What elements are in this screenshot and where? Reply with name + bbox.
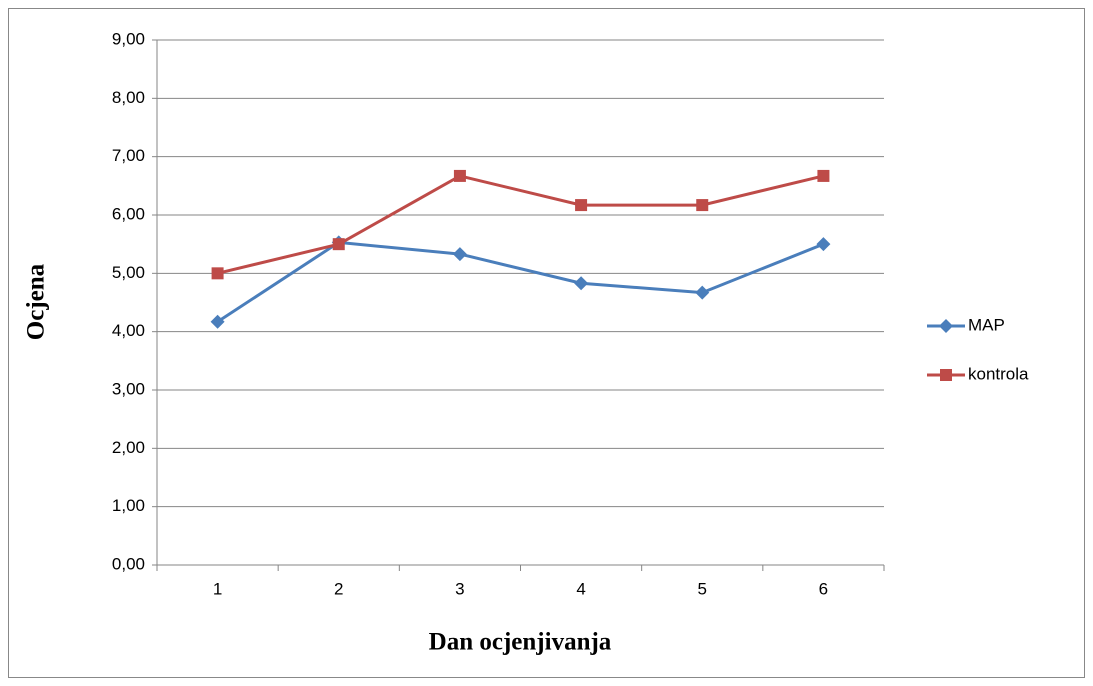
x-tick-label: 5 [698,579,707,598]
marker [332,238,345,251]
x-tick-label: 4 [576,579,585,598]
marker [696,199,709,212]
y-tick-label: 4,00 [112,321,145,340]
marker [575,199,588,212]
y-tick-label: 5,00 [112,263,145,282]
y-tick-label: 7,00 [112,146,145,165]
chart-border [8,8,1085,678]
marker [817,169,830,182]
y-tick-label: 6,00 [112,204,145,223]
marker [695,285,710,300]
x-tick-label: 2 [334,579,343,598]
x-tick-label: 6 [819,579,828,598]
legend-label: kontrola [968,364,1029,383]
series-line [217,174,824,275]
marker [939,319,953,333]
x-tick-label: 1 [213,579,222,598]
y-axis-title: Ocjena [23,263,50,340]
y-tick-label: 1,00 [112,496,145,515]
series-line [216,240,824,324]
x-axis-title: Dan ocjenjivanja [429,629,612,656]
y-tick-label: 8,00 [112,88,145,107]
marker [940,369,952,381]
y-tick-label: 2,00 [112,438,145,457]
marker [816,237,831,252]
x-tick-label: 3 [455,579,464,598]
marker [453,169,466,182]
legend-label: MAP [968,315,1005,334]
marker [452,247,467,262]
marker [574,276,589,291]
y-tick-label: 0,00 [112,554,145,573]
marker [210,314,225,329]
marker [211,267,224,280]
y-tick-label: 3,00 [112,379,145,398]
y-tick-label: 9,00 [112,29,145,48]
